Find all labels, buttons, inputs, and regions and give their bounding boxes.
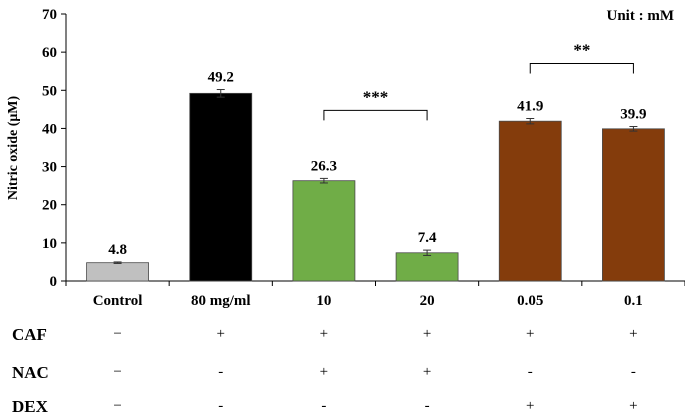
bar — [602, 128, 665, 282]
treatment-sign: - — [218, 398, 223, 414]
treatment-row-label: NAC — [12, 363, 49, 382]
bar — [498, 120, 562, 282]
bar — [189, 92, 253, 282]
y-tick-label: 40 — [42, 121, 57, 137]
y-tick-label: 50 — [42, 83, 57, 99]
significance-label: ** — [573, 41, 590, 60]
data-label: 39.9 — [620, 107, 646, 123]
treatment-sign: − — [113, 398, 121, 414]
significance-brackets: ***** — [323, 41, 634, 121]
bars — [86, 89, 665, 282]
treatment-sign: - — [321, 398, 326, 414]
category-label: 10 — [316, 293, 331, 309]
treatment-sign: + — [526, 398, 534, 414]
y-tick-label: 20 — [42, 198, 57, 214]
significance-bracket — [323, 109, 428, 121]
category-label: 20 — [420, 293, 435, 309]
treatment-sign: + — [320, 364, 328, 380]
data-label: 4.8 — [108, 242, 127, 258]
significance-label: *** — [363, 87, 389, 106]
treatment-sign: + — [320, 326, 328, 342]
category-label: 80 mg/ml — [191, 293, 251, 309]
treatment-row-label: CAF — [12, 325, 47, 344]
category-label: 0.05 — [517, 293, 543, 309]
treatment-sign: + — [423, 364, 431, 380]
category-label: Control — [93, 293, 143, 309]
treatment-sign: - — [425, 398, 430, 414]
bar — [292, 180, 356, 282]
y-tick-label: 30 — [42, 160, 57, 176]
data-label: 7.4 — [418, 230, 437, 246]
y-tick-label: 70 — [42, 7, 57, 23]
significance-bracket — [529, 63, 634, 74]
data-label: 26.3 — [311, 158, 337, 174]
treatment-sign: - — [631, 364, 636, 380]
treatment-sign: + — [629, 398, 637, 414]
y-tick-label: 10 — [42, 236, 57, 252]
treatment-row-label: DEX — [12, 397, 49, 416]
treatment-sign: - — [528, 364, 533, 380]
treatment-sign: + — [629, 326, 637, 342]
y-tick-label: 60 — [42, 45, 57, 61]
bar — [395, 252, 459, 282]
y-tick-label: 0 — [50, 274, 58, 290]
unit-note: Unit : mM — [607, 8, 675, 24]
y-axis-label: Nitric oxide (μM) — [6, 95, 21, 200]
data-label: 41.9 — [517, 99, 543, 115]
treatment-sign: + — [423, 326, 431, 342]
axes: 0 10 20 30 40 50 60 70 — [42, 7, 685, 290]
treatment-sign: − — [113, 364, 121, 380]
treatment-sign: − — [113, 326, 121, 342]
treatment-table: CAF − + + + + + NAC − - + + - - DEX − - - - + + — [12, 325, 638, 416]
bar — [86, 262, 149, 282]
category-label: 0.1 — [624, 293, 643, 309]
data-label: 49.2 — [208, 70, 234, 86]
treatment-sign: + — [217, 326, 225, 342]
labels: 4.8 Control 49.2 80 mg/ml 26.3 10 7.4 20 41.9 0.0… — [93, 70, 647, 309]
treatment-sign: + — [526, 326, 534, 342]
treatment-sign: - — [218, 364, 223, 380]
